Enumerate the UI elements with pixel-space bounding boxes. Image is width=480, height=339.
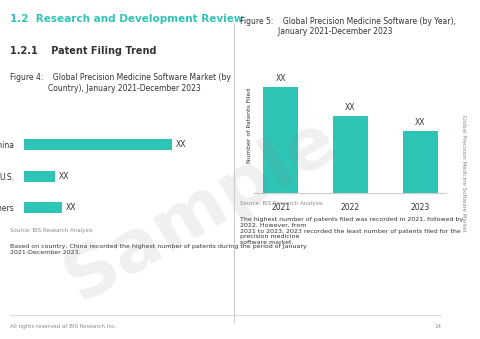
Text: XX: XX — [66, 203, 76, 212]
Text: XX: XX — [276, 75, 286, 83]
Text: 1.2  Research and Development Review: 1.2 Research and Development Review — [10, 14, 243, 23]
Text: Source: BIS Research Analysis: Source: BIS Research Analysis — [10, 228, 92, 233]
Bar — [24, 139, 172, 150]
Text: Based on country, China recorded the highest number of patents during the period: Based on country, China recorded the hig… — [10, 244, 306, 255]
Bar — [24, 171, 55, 182]
Text: XX: XX — [59, 172, 70, 181]
Text: Source: BIS Research Analysis: Source: BIS Research Analysis — [240, 201, 323, 206]
Bar — [263, 87, 298, 193]
Text: The highest number of patents filed was recorded in 2021, followed by 2022. Howe: The highest number of patents filed was … — [240, 217, 463, 245]
Text: Global Precision Medicine Software Market: Global Precision Medicine Software Marke… — [461, 115, 466, 231]
Text: Figure 4:    Global Precision Medicine Software Market (by
                Count: Figure 4: Global Precision Medicine Soft… — [10, 74, 230, 93]
Bar — [403, 131, 438, 193]
Text: Sample: Sample — [54, 105, 349, 316]
Text: Figure 5:    Global Precision Medicine Software (by Year),
                Janua: Figure 5: Global Precision Medicine Soft… — [240, 17, 456, 36]
Text: 1.2.1    Patent Filing Trend: 1.2.1 Patent Filing Trend — [10, 46, 156, 56]
Bar — [24, 202, 62, 213]
Text: XX: XX — [345, 103, 356, 112]
Text: All rights reserved at BIS Research Inc.: All rights reserved at BIS Research Inc. — [10, 324, 116, 328]
Text: XX: XX — [415, 118, 425, 127]
Y-axis label: Number of Patents Filed: Number of Patents Filed — [247, 88, 252, 163]
Bar — [333, 116, 368, 193]
Text: XX: XX — [176, 140, 186, 149]
Text: 14: 14 — [434, 324, 442, 328]
